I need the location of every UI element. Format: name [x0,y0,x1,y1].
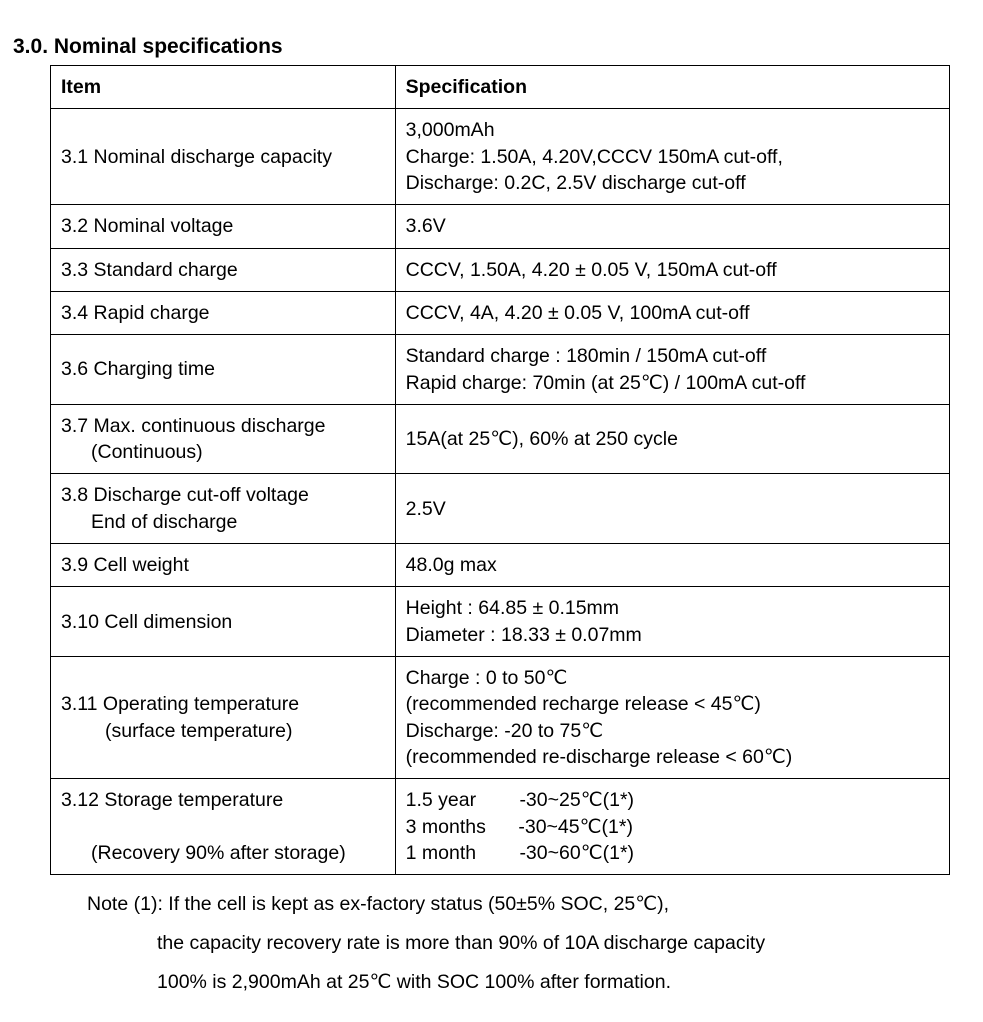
spec-cell: 2.5V [395,474,949,544]
table-row: 3.11 Operating temperature(surface tempe… [51,657,950,779]
item-line1: 3.7 Max. continuous discharge [61,413,385,439]
item-cell: 3.12 Storage temperature (Recovery 90% a… [51,779,396,875]
item-cell: 3.10 Cell dimension [51,587,396,657]
header-item: Item [51,66,396,109]
spec-cell: Standard charge : 180min / 150mA cut-off… [395,335,949,405]
note-line-2: the capacity recovery rate is more than … [87,924,963,963]
table-row: 3.10 Cell dimensionHeight : 64.85 ± 0.15… [51,587,950,657]
item-cell: 3.11 Operating temperature(surface tempe… [51,657,396,779]
item-cell: 3.9 Cell weight [51,544,396,587]
header-spec: Specification [395,66,949,109]
item-line1: 3.12 Storage temperature [61,787,385,813]
note-block: Note (1): If the cell is kept as ex-fact… [87,885,963,1002]
table-row: 3.8 Discharge cut-off voltageEnd of disc… [51,474,950,544]
item-cell: 3.3 Standard charge [51,248,396,291]
item-cell: 3.8 Discharge cut-off voltageEnd of disc… [51,474,396,544]
item-cell: 3.6 Charging time [51,335,396,405]
item-cell: 3.1 Nominal discharge capacity [51,109,396,205]
item-line1: 3.8 Discharge cut-off voltage [61,482,385,508]
item-cell: 3.2 Nominal voltage [51,205,396,248]
table-row: 3.12 Storage temperature (Recovery 90% a… [51,779,950,875]
table-row: 3.6 Charging timeStandard charge : 180mi… [51,335,950,405]
spec-cell: Charge : 0 to 50℃(recommended recharge r… [395,657,949,779]
spec-cell: 1.5 year -30~25℃(1*) 3 months -30~45℃(1*… [395,779,949,875]
table-row: 3.4 Rapid chargeCCCV, 4A, 4.20 ± 0.05 V,… [51,291,950,334]
item-line2: (Continuous) [61,439,385,465]
table-row: 3.7 Max. continuous discharge(Continuous… [51,404,950,474]
specifications-table: Item Specification 3.1 Nominal discharge… [50,65,950,875]
spec-cell: 3,000mAhCharge: 1.50A, 4.20V,CCCV 150mA … [395,109,949,205]
item-cell: 3.4 Rapid charge [51,291,396,334]
note-line-1: Note (1): If the cell is kept as ex-fact… [87,885,963,924]
table-row: 3.2 Nominal voltage3.6V [51,205,950,248]
spec-cell: 3.6V [395,205,949,248]
item-line1: 3.11 Operating temperature [61,691,385,717]
table-row: 3.1 Nominal discharge capacity3,000mAhCh… [51,109,950,205]
item-line2: End of discharge [61,509,385,535]
table-row: 3.9 Cell weight48.0g max [51,544,950,587]
item-line2: (Recovery 90% after storage) [61,840,385,866]
spec-cell: 15A(at 25℃), 60% at 250 cycle [395,404,949,474]
item-line2: (surface temperature) [61,718,385,744]
spec-cell: Height : 64.85 ± 0.15mmDiameter : 18.33 … [395,587,949,657]
table-body: 3.1 Nominal discharge capacity3,000mAhCh… [51,109,950,875]
table-header-row: Item Specification [51,66,950,109]
spec-cell: CCCV, 1.50A, 4.20 ± 0.05 V, 150mA cut-of… [395,248,949,291]
spec-cell: 48.0g max [395,544,949,587]
section-heading: 3.0. Nominal specifications [10,35,963,59]
spec-cell: CCCV, 4A, 4.20 ± 0.05 V, 100mA cut-off [395,291,949,334]
item-cell: 3.7 Max. continuous discharge(Continuous… [51,404,396,474]
table-row: 3.3 Standard chargeCCCV, 1.50A, 4.20 ± 0… [51,248,950,291]
